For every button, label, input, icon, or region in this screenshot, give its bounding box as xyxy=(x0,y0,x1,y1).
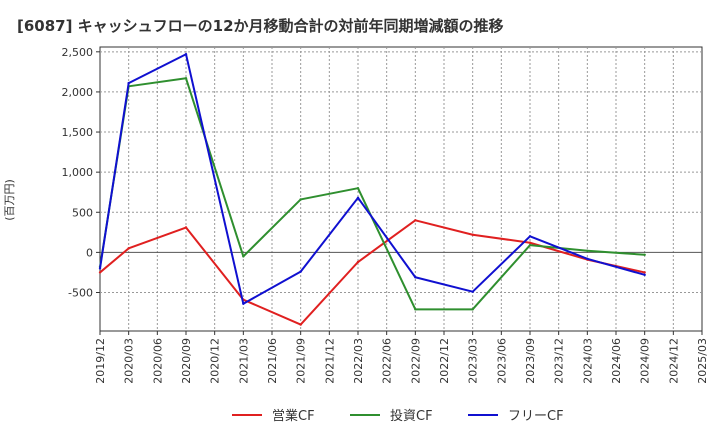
data-point xyxy=(643,273,646,277)
chart-title: [6087] キャッシュフローの12か月移動合計の対前年同期増減額の推移 xyxy=(17,17,504,35)
y-axis-label: (百万円) xyxy=(3,179,16,221)
data-point xyxy=(528,235,532,238)
y-axis-ticks: -500 0 500 1,000 1,500 2,000 2,500 xyxy=(62,46,100,299)
plot-frame xyxy=(99,46,703,332)
data-point xyxy=(528,241,532,244)
x-tick-label: 2022/12 xyxy=(438,338,451,384)
data-point xyxy=(127,247,130,250)
y-tick-label: 500 xyxy=(72,206,93,219)
data-point xyxy=(471,233,474,236)
x-tick-label: 2023/03 xyxy=(467,338,480,384)
data-point xyxy=(414,276,417,279)
data-point xyxy=(242,302,245,305)
data-point xyxy=(356,196,360,200)
x-tick-label: 2019/12 xyxy=(94,338,107,384)
legend-label-2: フリーCF xyxy=(508,409,564,424)
x-tick-label: 2021/03 xyxy=(237,338,250,384)
x-tick-label: 2022/09 xyxy=(409,338,422,384)
x-tick-label: 2024/09 xyxy=(639,338,652,384)
x-tick-label: 2020/06 xyxy=(151,338,164,384)
data-point xyxy=(356,260,360,264)
plot-area xyxy=(99,46,703,332)
data-point xyxy=(184,226,188,229)
data-point xyxy=(471,308,474,311)
data-point xyxy=(299,270,302,273)
y-tick-label: 1,500 xyxy=(62,126,94,139)
y-tick-label: 2,500 xyxy=(62,46,94,59)
x-tick-label: 2021/12 xyxy=(323,338,336,384)
x-tick-label: 2020/09 xyxy=(180,338,193,384)
x-tick-label: 2025/03 xyxy=(696,338,709,384)
x-tick-label: 2020/03 xyxy=(123,338,136,384)
data-point xyxy=(414,308,417,311)
data-point xyxy=(184,53,188,56)
data-point xyxy=(471,290,474,293)
x-tick-label: 2023/06 xyxy=(495,338,508,384)
x-tick-label: 2024/03 xyxy=(581,338,594,384)
legend-label-1: 投資CF xyxy=(390,408,433,424)
data-point xyxy=(299,198,302,201)
data-point xyxy=(643,253,646,256)
y-tick-label: 0 xyxy=(86,246,93,259)
legend-label-0: 営業CF xyxy=(272,408,315,424)
legend: 営業CF 投資CF フリーCF xyxy=(232,408,564,424)
x-tick-label: 2024/12 xyxy=(667,338,680,384)
data-point xyxy=(98,267,102,270)
data-point xyxy=(299,323,302,326)
y-tick-label: 1,000 xyxy=(62,166,94,179)
data-point xyxy=(528,243,532,247)
x-tick-label: 2021/06 xyxy=(266,338,279,384)
data-point xyxy=(98,271,102,274)
x-tick-label: 2020/12 xyxy=(209,338,222,384)
series-layer xyxy=(98,53,646,326)
data-point xyxy=(643,271,646,274)
y-tick-label: -500 xyxy=(68,286,93,299)
x-tick-label: 2024/06 xyxy=(610,338,623,384)
x-tick-label: 2022/03 xyxy=(352,338,365,384)
data-point xyxy=(414,219,417,222)
x-tick-label: 2023/09 xyxy=(524,338,537,384)
y-tick-label: 2,000 xyxy=(62,86,94,99)
x-tick-label: 2022/06 xyxy=(381,338,394,384)
data-point xyxy=(242,255,245,258)
data-point xyxy=(356,186,360,190)
x-tick-label: 2021/09 xyxy=(295,338,308,384)
x-axis-ticks: 2019/12 2020/03 2020/06 2020/09 2020/12 2021/… xyxy=(94,331,709,384)
data-point xyxy=(184,77,188,80)
data-point xyxy=(586,249,589,252)
x-tick-label: 2023/12 xyxy=(553,338,566,384)
data-point xyxy=(127,81,130,85)
data-point xyxy=(586,257,589,260)
